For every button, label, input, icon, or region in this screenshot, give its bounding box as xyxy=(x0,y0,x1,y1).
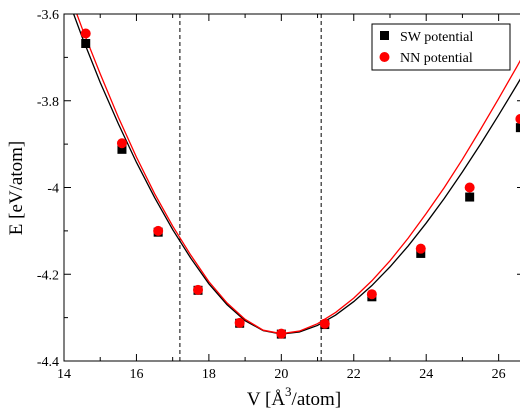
data-point-nn-4 xyxy=(193,284,204,295)
data-points xyxy=(80,28,520,339)
data-point-nn-11 xyxy=(515,113,520,124)
x-tick-label: 20 xyxy=(274,367,288,382)
x-tick-label: 24 xyxy=(419,367,433,382)
legend-box xyxy=(371,23,511,71)
y-axis-title: E [eV/atom] xyxy=(6,141,27,235)
x-axis-title: V [Å3/atom] xyxy=(247,384,341,410)
y-tick-label: -3.6 xyxy=(37,8,59,23)
y-tick-label: -4.2 xyxy=(37,268,59,283)
legend-marker-sw xyxy=(380,31,389,40)
data-point-sw-2 xyxy=(117,144,127,154)
x-tick-label: 14 xyxy=(57,367,71,382)
data-point-nn-9 xyxy=(415,243,426,254)
fit-curves xyxy=(72,14,520,335)
legend: SW potential NN potential xyxy=(371,23,511,71)
x-axis-title-prefix: V [ xyxy=(247,389,271,410)
data-point-nn-8 xyxy=(366,289,377,300)
data-point-nn-10 xyxy=(464,182,475,193)
curve-sw xyxy=(72,14,520,335)
data-point-nn-1 xyxy=(80,28,91,39)
data-point-sw-10 xyxy=(465,192,475,202)
y-tick-label: -4 xyxy=(47,182,59,197)
y-tick-label: -4.4 xyxy=(37,355,59,370)
data-point-nn-3 xyxy=(153,225,164,236)
x-axis-title-unit: Å xyxy=(271,389,285,410)
legend-label-nn: NN potential xyxy=(400,51,473,66)
data-point-sw-11 xyxy=(515,123,520,133)
data-point-sw-1 xyxy=(81,38,91,48)
axis-ticks: 14 16 18 20 22 24 26 -3.6 -3.8 -4 -4.2 -4.4 xyxy=(37,8,520,382)
data-point-nn-6 xyxy=(276,328,287,339)
y-tick-label: -3.8 xyxy=(37,95,59,110)
x-tick-label: 18 xyxy=(202,367,216,382)
data-point-nn-2 xyxy=(116,138,127,149)
legend-label-sw: SW potential xyxy=(400,30,473,45)
curve-nn xyxy=(76,14,520,335)
x-axis-title-sup: 3 xyxy=(285,384,292,399)
x-axis-title-suffix: /atom] xyxy=(292,389,342,410)
x-tick-label: 26 xyxy=(492,367,506,382)
x-tick-label: 16 xyxy=(129,367,143,382)
reference-lines xyxy=(179,14,322,361)
data-point-nn-7 xyxy=(319,318,330,329)
x-tick-label: 22 xyxy=(347,367,361,382)
data-point-nn-5 xyxy=(234,317,245,328)
legend-marker-nn xyxy=(379,52,390,62)
